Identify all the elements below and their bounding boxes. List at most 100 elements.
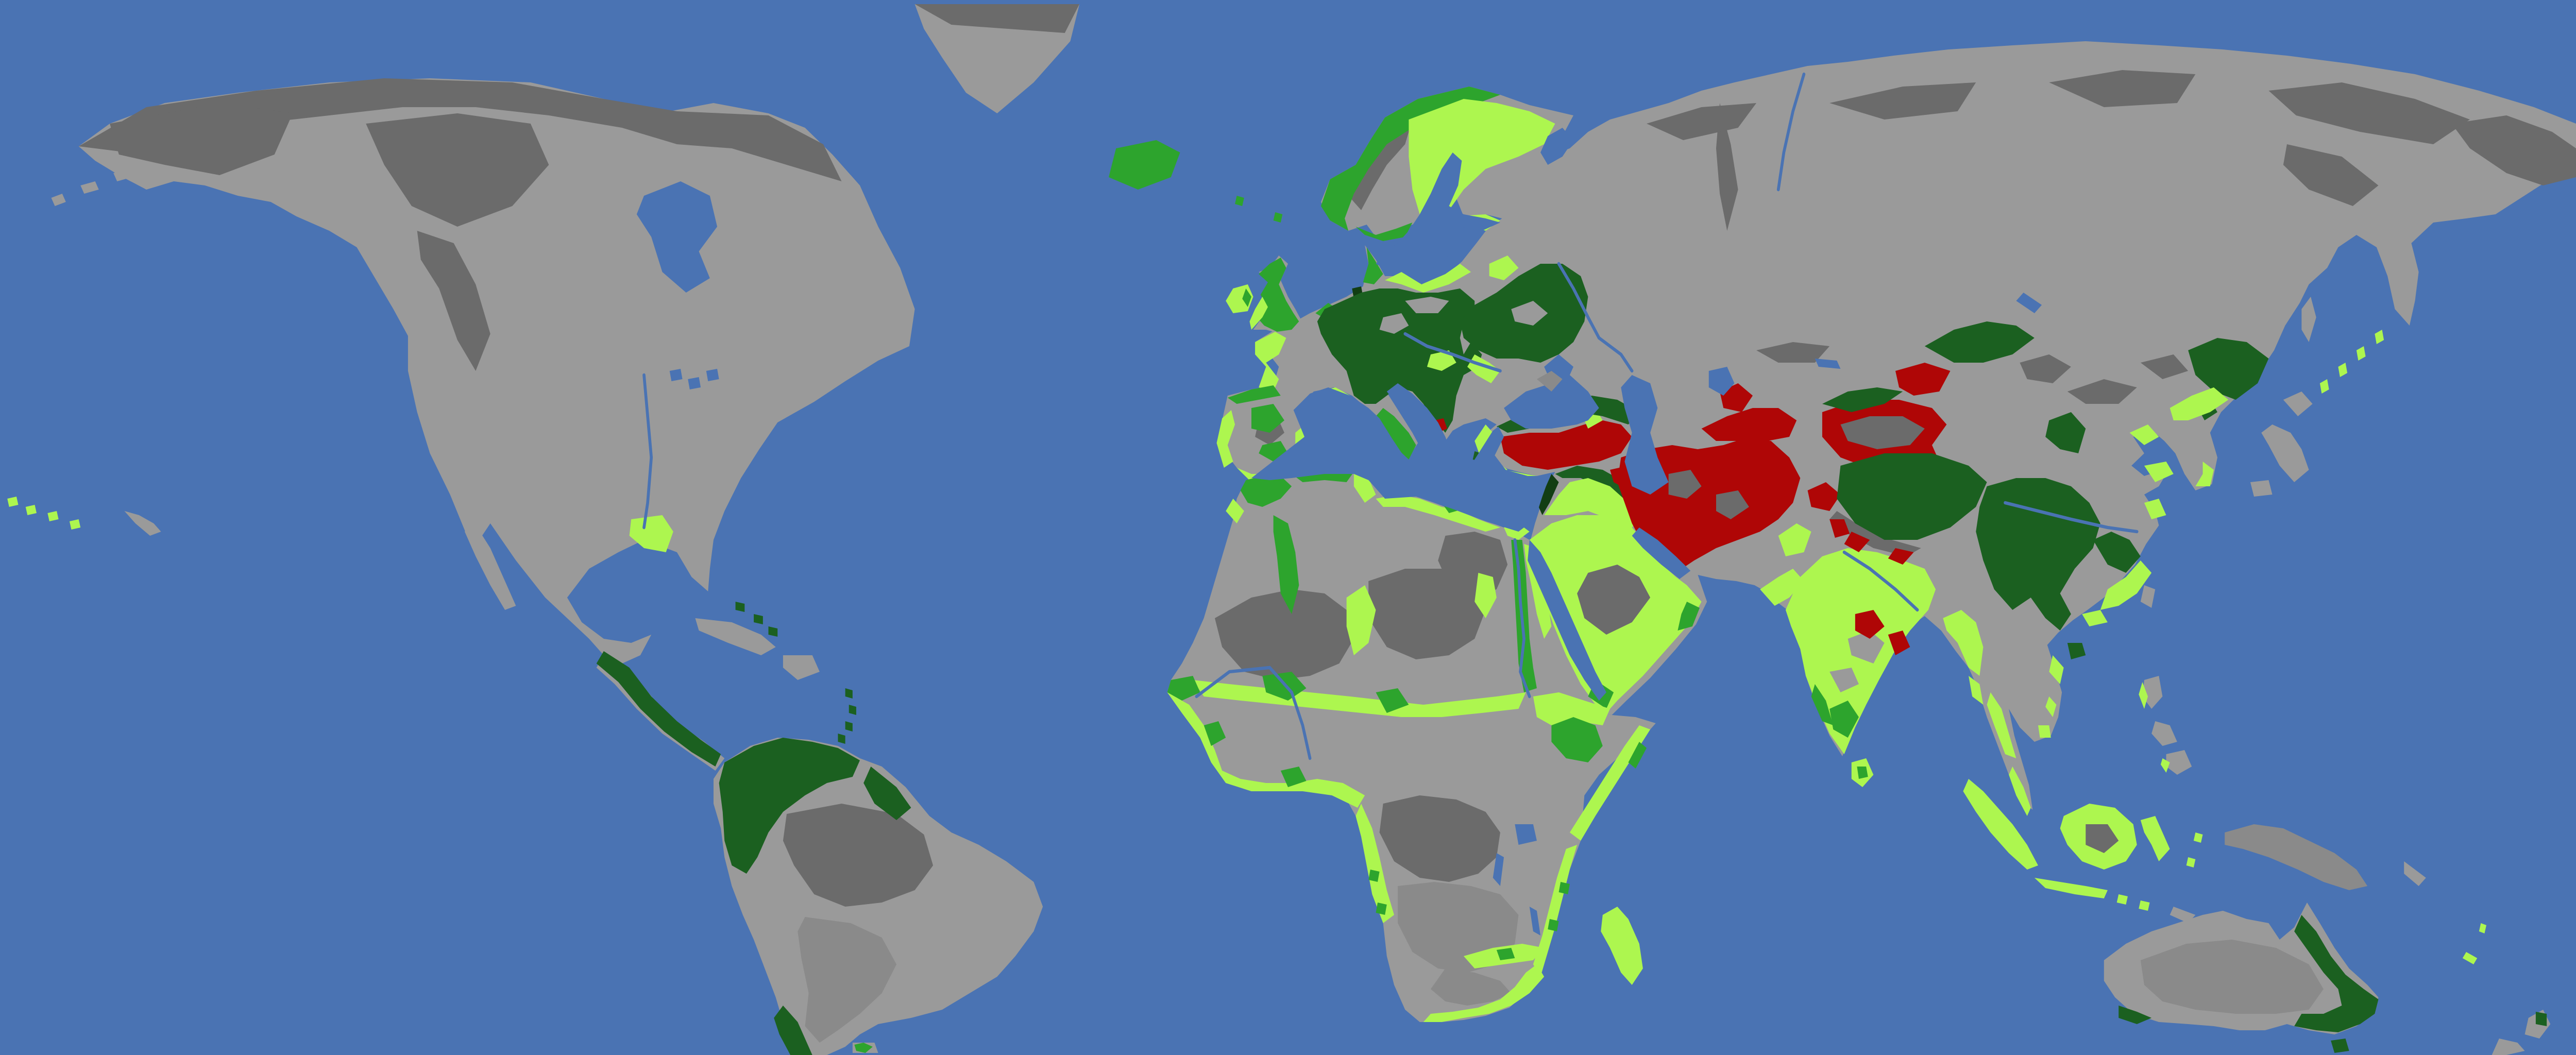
land-japan-honshu (2261, 424, 2309, 482)
region-nz-north-tip (2535, 1012, 2547, 1026)
region-southeast-africa-coast (1423, 964, 1545, 1022)
hole-deccan-2 (1829, 668, 1859, 692)
region-swahili-spots (1548, 882, 1570, 931)
region-hainan (2067, 643, 2086, 659)
region-pannonia-spot (1427, 350, 1456, 371)
region-vanuatu (2479, 923, 2486, 933)
region-tibet (1837, 453, 1987, 540)
region-new-caledonia (2462, 952, 2478, 964)
region-ghana-spot (1280, 767, 1307, 787)
region-sindh-patch (1829, 519, 1850, 538)
land-new-guinea (2225, 824, 2368, 890)
shade-khangai (2020, 354, 2071, 383)
lake-tanganyika (1493, 853, 1504, 886)
baltic-sea (1376, 152, 1500, 272)
hole-bohemia (1379, 313, 1409, 334)
hole-muscovy-gap (1511, 301, 1548, 326)
region-central-india-1 (1855, 610, 1885, 639)
shade-northwest-canada (366, 113, 549, 227)
region-morocco (1240, 476, 1292, 507)
region-britain-main (1257, 258, 1299, 332)
region-australia-southwest-tip (2119, 1006, 2152, 1024)
region-mekong-delta-spot (2038, 725, 2051, 738)
region-shaanxi-band (2045, 412, 2086, 453)
land-greenland (914, 4, 1080, 113)
shade-verkhoyansk (2283, 144, 2379, 206)
mediterranean-sea (1251, 383, 1550, 532)
region-taklamakan-core (1840, 416, 1925, 449)
region-punjab-plain (1778, 523, 1811, 556)
region-patagonia-strip (774, 1006, 812, 1055)
red-sea (1528, 540, 1606, 701)
region-syria-mesopotamia (1544, 478, 1639, 532)
ganges-river (1842, 550, 1919, 612)
hole-dasht-north (1668, 470, 1702, 499)
volga-river (1557, 262, 1634, 373)
shade-australia-interior (2140, 940, 2324, 1014)
shade-siberia-4 (2268, 82, 2470, 144)
niger-river (1195, 666, 1312, 760)
water-features (636, 72, 2139, 935)
region-malabar-strip (1811, 684, 1834, 725)
land-solomons (2404, 861, 2426, 886)
region-ethiopia (1551, 717, 1603, 762)
region-jiangsu (2144, 499, 2166, 519)
region-kuril-slivers (2319, 330, 2384, 394)
region-indus-valley (1760, 569, 1804, 606)
land-hawaii-main (124, 511, 161, 536)
region-congo-coast (1355, 804, 1394, 923)
region-java (2034, 878, 2108, 898)
lake-baikal (2016, 293, 2042, 313)
region-china-southwest (1976, 478, 2100, 631)
region-himalaya-stripe-2 (1888, 548, 1914, 565)
region-sahara-corridor-east (1475, 573, 1497, 618)
region-jiangxi-fujian (2093, 532, 2141, 573)
land-taiwan (2140, 585, 2156, 608)
region-punjab-kashmir (1807, 482, 1841, 511)
region-norway-coast (1320, 87, 1500, 231)
shade-urals (1716, 103, 1738, 231)
region-irrawaddy-delta (1969, 676, 1984, 705)
region-iceland (1108, 140, 1180, 190)
shade-arctic-america (78, 78, 842, 181)
region-colombia-venezuela (719, 738, 860, 874)
region-lesser-sunda (2116, 894, 2150, 911)
ob-river (1776, 72, 1806, 192)
crimea (1536, 371, 1563, 392)
region-shandong (2144, 462, 2174, 482)
region-chad-spot (1376, 688, 1409, 713)
land-sakhalin (2301, 297, 2316, 342)
shade-scandes-mountains (1350, 120, 1413, 210)
land-timor (2170, 907, 2196, 923)
region-west-africa-coast (1167, 692, 1365, 808)
white-sea (1540, 128, 1573, 165)
shade-greenland-icecap (914, 4, 1080, 33)
region-central-india-2 (1888, 631, 1910, 655)
region-senegal-spot (1167, 676, 1200, 701)
hole-deccan-1 (1848, 631, 1885, 663)
region-britain-west-fringe (1249, 297, 1268, 330)
shade-amazon (783, 804, 934, 907)
region-vietnam-coast-spots (2045, 655, 2064, 717)
region-trans-sahara-route (1273, 515, 1299, 614)
region-australia-east-coast (2294, 915, 2379, 1032)
region-libya-coast (1376, 495, 1500, 532)
region-spain-center-1 (1251, 404, 1284, 433)
yangtze-river (2004, 501, 2139, 534)
land-new-zealand-south (2492, 1039, 2525, 1055)
region-south-india (1829, 701, 1859, 738)
region-nw-hawaiian-chain (7, 497, 81, 530)
shade-siberia-3 (2049, 70, 2196, 107)
region-burma (1943, 610, 1984, 676)
region-zimbabwe-spot (1496, 948, 1515, 960)
nile-river (1513, 538, 1531, 699)
region-ireland-east-edge (1242, 288, 1251, 307)
region-levant-coast (1536, 474, 1559, 515)
region-france-west-coast (1255, 332, 1286, 392)
region-somalia-strip (1628, 742, 1647, 769)
region-korea-south-fringe (2195, 462, 2214, 486)
land-japan-hokkaido (2283, 392, 2313, 416)
region-morocco-west-fringe (1226, 499, 1244, 523)
hole-dasht-south (1716, 490, 1749, 519)
